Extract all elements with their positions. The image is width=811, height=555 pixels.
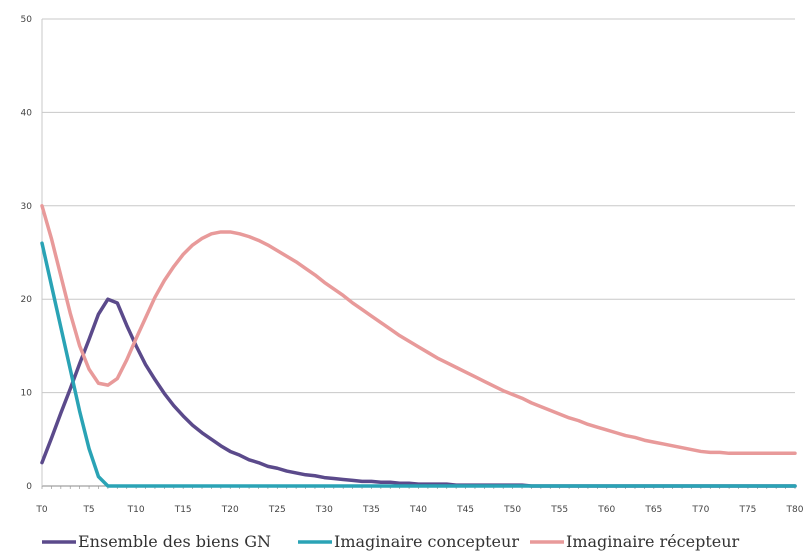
x-tick-label: T45 <box>456 505 474 515</box>
x-axis: T0 T5 T10 T15 T20 T25 T30 T35 T40 T45 T50 T55 T60 T65… <box>35 486 804 515</box>
y-tick-label: 20 <box>21 295 33 305</box>
legend-label-2: Imaginaire concepteur <box>334 532 519 551</box>
y-axis: 0 10 20 30 40 50 <box>21 15 43 492</box>
x-tick-label: T25 <box>268 505 286 515</box>
x-tick-label: T80 <box>786 505 804 515</box>
x-tick-label: T15 <box>174 505 192 515</box>
series-line-2 <box>40 241 797 488</box>
legend-label-3: Imaginaire récepteur <box>566 532 740 551</box>
x-tick-label: T70 <box>691 505 709 515</box>
x-tick-label: T20 <box>221 505 239 515</box>
x-tick-label: T40 <box>409 505 427 515</box>
legend-label-1: Ensemble des biens GN <box>78 532 271 551</box>
y-tick-label: 30 <box>21 202 33 212</box>
x-tick-label: T30 <box>315 505 333 515</box>
x-tick-label: T5 <box>82 505 94 515</box>
x-tick-label: T65 <box>644 505 662 515</box>
x-tick-label: T35 <box>362 505 380 515</box>
y-tick-label: 50 <box>21 15 33 25</box>
y-tick-label: 10 <box>21 389 33 399</box>
x-tick-label: T55 <box>550 505 568 515</box>
y-tick-label: 40 <box>21 108 33 118</box>
gridlines <box>42 18 795 487</box>
x-tick-label: T10 <box>127 505 145 515</box>
series-line-3 <box>40 204 797 456</box>
series-lines <box>40 204 797 488</box>
x-tick-label: T75 <box>738 505 756 515</box>
x-tick-label: T60 <box>597 505 615 515</box>
x-tick-label: T50 <box>503 505 521 515</box>
y-tick-label: 0 <box>26 482 32 492</box>
x-tick-label: T0 <box>35 505 47 515</box>
legend: Ensemble des biens GN Imaginaire concepte… <box>42 532 740 551</box>
